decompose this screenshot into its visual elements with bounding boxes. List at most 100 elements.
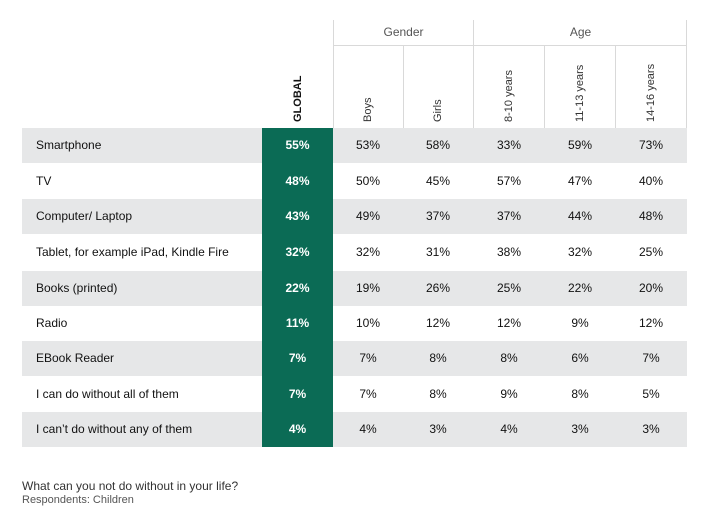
cell-age-11-13: 47% xyxy=(567,174,593,188)
cell-age-14-16: 48% xyxy=(638,209,664,223)
separator xyxy=(686,20,687,128)
table-row: TV 48% 50% 45% 57% 47% 40% xyxy=(22,164,687,199)
global-column-fill xyxy=(262,377,333,412)
cell-age-11-13: 9% xyxy=(571,316,589,330)
cell-age-8-10: 33% xyxy=(496,138,522,152)
cell-age-11-13: 32% xyxy=(567,245,593,259)
cell-global: 11% xyxy=(285,316,310,330)
column-header-label: Girls xyxy=(432,99,444,122)
cell-global: 7% xyxy=(288,351,307,365)
global-column-fill xyxy=(262,412,333,447)
cell-age-8-10: 12% xyxy=(496,316,522,330)
cell-girls: 31% xyxy=(425,245,451,259)
global-column-fill xyxy=(262,164,333,199)
cell-age-8-10: 57% xyxy=(496,174,522,188)
cell-boys: 32% xyxy=(355,245,381,259)
row-label: Computer/ Laptop xyxy=(36,209,133,223)
separator xyxy=(333,20,334,128)
cell-boys: 19% xyxy=(355,281,381,295)
group-header-gender: Gender xyxy=(334,20,473,46)
global-column-fill xyxy=(262,199,333,234)
cell-age-14-16: 5% xyxy=(642,387,660,401)
cell-age-14-16: 40% xyxy=(638,174,664,188)
cell-girls: 45% xyxy=(425,174,451,188)
cell-boys: 4% xyxy=(359,422,377,436)
global-column-fill xyxy=(262,271,333,306)
cell-girls: 26% xyxy=(425,281,451,295)
cell-age-14-16: 3% xyxy=(642,422,660,436)
caption-question: What can you not do without in your life… xyxy=(22,479,239,493)
global-column-fill xyxy=(262,341,333,376)
global-column-fill xyxy=(262,306,333,341)
separator xyxy=(544,45,545,128)
cell-girls: 3% xyxy=(429,422,447,436)
column-header-label: 11-13 years xyxy=(574,64,586,122)
column-header-boys: Boys xyxy=(333,45,403,128)
row-label: I can’t do without any of them xyxy=(36,422,193,436)
cell-age-11-13: 44% xyxy=(567,209,593,223)
cell-girls: 58% xyxy=(425,138,451,152)
column-header-label: 14-16 years xyxy=(645,63,657,122)
cell-boys: 50% xyxy=(355,174,381,188)
cell-girls: 37% xyxy=(425,209,451,223)
column-header-label: 8-10 years xyxy=(503,70,515,122)
cell-age-14-16: 20% xyxy=(638,281,664,295)
row-label: I can do without all of them xyxy=(36,387,179,401)
global-column-fill xyxy=(262,128,333,163)
row-label: TV xyxy=(36,174,52,188)
table-row: Computer/ Laptop 43% 49% 37% 37% 44% 48% xyxy=(22,199,687,234)
row-label: Smartphone xyxy=(36,138,102,152)
column-header-girls: Girls xyxy=(403,45,473,128)
cell-age-8-10: 8% xyxy=(500,351,518,365)
caption-respondents: Respondents: Children xyxy=(22,494,134,506)
group-header-age: Age xyxy=(474,20,687,46)
row-label: Tablet, for example iPad, Kindle Fire xyxy=(36,245,229,259)
column-header-label: GLOBAL xyxy=(291,75,304,122)
cell-age-14-16: 12% xyxy=(638,316,664,330)
cell-age-11-13: 6% xyxy=(571,351,589,365)
column-header-age-11-13: 11-13 years xyxy=(545,45,615,128)
cell-age-11-13: 22% xyxy=(567,281,593,295)
cell-global: 55% xyxy=(285,138,310,152)
row-label: Radio xyxy=(36,316,68,330)
table-row: EBook Reader 7% 7% 8% 8% 6% 7% xyxy=(22,341,687,376)
cell-age-8-10: 25% xyxy=(496,281,522,295)
cell-age-11-13: 3% xyxy=(571,422,589,436)
cell-girls: 8% xyxy=(429,351,447,365)
cell-global: 22% xyxy=(285,281,310,295)
separator xyxy=(615,45,616,128)
cell-boys: 49% xyxy=(355,209,381,223)
chart-caption: What can you not do without in your life… xyxy=(22,479,238,506)
cell-age-14-16: 73% xyxy=(638,138,664,152)
table-row: Radio 11% 10% 12% 12% 9% 12% xyxy=(22,306,687,341)
cell-global: 7% xyxy=(288,387,307,401)
column-header-age-8-10: 8-10 years xyxy=(474,45,544,128)
row-label: EBook Reader xyxy=(36,351,115,365)
table-row: I can’t do without any of them 4% 4% 3% … xyxy=(22,412,687,447)
cell-global: 48% xyxy=(285,174,310,188)
table-row: Smartphone 55% 53% 58% 33% 59% 73% xyxy=(22,128,687,163)
cell-age-8-10: 4% xyxy=(500,422,518,436)
cell-boys: 10% xyxy=(355,316,381,330)
cell-age-14-16: 25% xyxy=(638,245,664,259)
cell-boys: 53% xyxy=(355,138,381,152)
table-row: Tablet, for example iPad, Kindle Fire 32… xyxy=(22,235,687,270)
cell-age-11-13: 59% xyxy=(567,138,593,152)
cell-age-14-16: 7% xyxy=(642,351,660,365)
cell-global: 4% xyxy=(288,422,307,436)
separator xyxy=(403,45,404,128)
cell-age-8-10: 9% xyxy=(500,387,518,401)
cell-age-8-10: 37% xyxy=(496,209,522,223)
cell-age-8-10: 38% xyxy=(496,245,522,259)
column-header-age-14-16: 14-16 years xyxy=(616,45,686,128)
table-row: I can do without all of them 7% 7% 8% 9%… xyxy=(22,377,687,412)
global-column-fill xyxy=(262,235,333,270)
global-header-bg xyxy=(262,20,333,128)
cell-age-11-13: 8% xyxy=(571,387,589,401)
separator xyxy=(473,20,474,128)
column-header-global: GLOBAL xyxy=(262,45,333,128)
cell-boys: 7% xyxy=(359,387,377,401)
table-row: Books (printed) 22% 19% 26% 25% 22% 20% xyxy=(22,271,687,306)
column-header-label: Boys xyxy=(362,97,374,122)
